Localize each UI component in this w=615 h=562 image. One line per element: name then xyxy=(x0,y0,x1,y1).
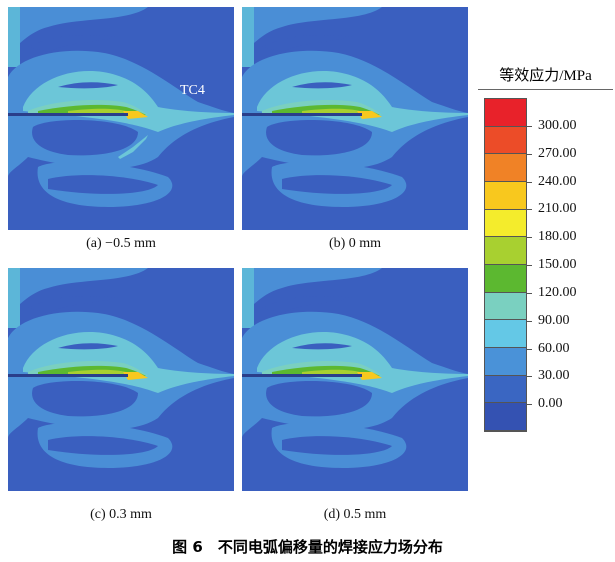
colorbar-band xyxy=(485,154,526,182)
colorbar xyxy=(484,98,527,432)
colorbar-tick xyxy=(527,404,532,406)
colorbar-tick xyxy=(527,237,532,239)
panel-caption: (b) 0 mm xyxy=(328,236,382,251)
panel-caption: (c) 0.3 mm xyxy=(90,507,152,522)
colorbar-tick xyxy=(527,209,532,211)
contour-plot-c xyxy=(8,268,234,491)
colorbar-tick xyxy=(527,320,532,322)
colorbar-tick-label: 0.00 xyxy=(538,396,563,412)
colorbar-tick xyxy=(527,292,532,294)
colorbar-tick-label: 60.00 xyxy=(538,340,570,356)
contour-plot-d xyxy=(242,268,468,491)
colorbar-tick-label: 90.00 xyxy=(538,312,570,328)
colorbar-band xyxy=(485,320,526,348)
panel-caption: (d) 0.5 mm xyxy=(323,507,387,522)
contour-plot-a xyxy=(8,7,234,230)
colorbar-band xyxy=(485,126,526,155)
colorbar-tick-label: 210.00 xyxy=(538,201,577,217)
colorbar-tick-label: 150.00 xyxy=(538,257,577,272)
colorbar-band xyxy=(485,375,526,404)
colorbar-tick-label: 30.00 xyxy=(538,368,570,384)
colorbar-band xyxy=(485,209,526,238)
colorbar-band xyxy=(485,403,526,431)
colorbar-band xyxy=(485,181,526,210)
colorbar-tick xyxy=(527,376,532,378)
figure-caption: 图 6 不同电弧偏移量的焊接应力场分布 xyxy=(172,538,443,556)
colorbar-tick-label: 270.00 xyxy=(538,145,577,161)
colorbar-tick xyxy=(527,153,532,155)
colorbar-band xyxy=(485,347,526,376)
contour-plot-b xyxy=(242,7,468,230)
colorbar-band xyxy=(485,99,526,127)
colorbar-tick xyxy=(527,348,532,350)
colorbar-tick xyxy=(527,181,532,183)
colorbar-tick xyxy=(527,265,532,266)
panel-caption: (a) −0.5 mm xyxy=(86,236,156,251)
colorbar-band xyxy=(485,292,526,321)
colorbar-tick-label: 120.00 xyxy=(538,284,577,300)
colorbar-tick xyxy=(527,125,532,127)
colorbar-tick-label: 240.00 xyxy=(538,173,577,189)
material-label: TC4 xyxy=(180,83,205,98)
colorbar-tick-label: 180.00 xyxy=(538,229,577,245)
colorbar-band xyxy=(485,264,526,293)
colorbar-tick-label: 300.00 xyxy=(538,117,577,133)
colorbar-title: 等效应力/MPa xyxy=(478,64,613,90)
colorbar-band xyxy=(485,237,526,265)
